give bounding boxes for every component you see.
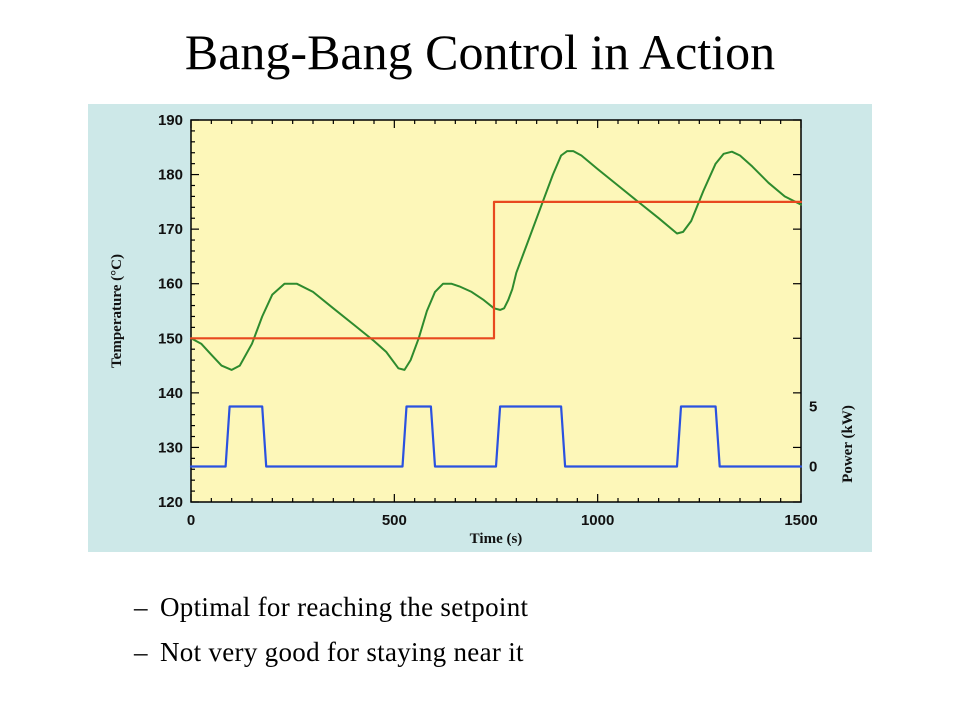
y-tick-label: 150 xyxy=(158,330,183,347)
x-tick-label: 0 xyxy=(187,512,195,529)
slide-title: Bang-Bang Control in Action xyxy=(184,24,776,80)
y2-tick-label: 0 xyxy=(809,459,817,476)
x-tick-label: 1000 xyxy=(581,512,614,529)
bullet-item: – Optimal for reaching the setpoint xyxy=(134,592,934,622)
axis-ticks xyxy=(190,119,802,503)
y-tick-label: 130 xyxy=(158,439,183,456)
tick-labels: 0 500 1000 1500 120 130 140 150 160 170 180 190 0 5 xyxy=(158,112,818,529)
y-tick-label: 160 xyxy=(158,276,183,293)
x-axis-label: Time (s) xyxy=(470,531,523,547)
y2-axis-label: Power (kW) xyxy=(840,405,856,483)
bullet-item: – Not very good for staying near it xyxy=(134,637,934,667)
bullet-marker: – xyxy=(134,637,148,667)
bang-bang-chart: 0 500 1000 1500 120 130 140 150 160 170 180 190 0 5 T… xyxy=(109,112,856,547)
temperature-series-line xyxy=(190,150,802,371)
y-tick-label: 170 xyxy=(158,221,183,238)
x-tick-label: 500 xyxy=(382,512,407,529)
bullet-text: Not very good for staying near it xyxy=(160,637,524,667)
bullet-text: Optimal for reaching the setpoint xyxy=(160,592,529,622)
setpoint-series-line xyxy=(189,200,803,340)
y-tick-label: 120 xyxy=(158,494,183,511)
y-tick-label: 140 xyxy=(158,385,183,402)
plot-area xyxy=(190,119,802,503)
y-axis-label: Temperature (°C) xyxy=(109,254,125,368)
bullet-marker: – xyxy=(134,592,148,622)
bullet-list: – Optimal for reaching the setpoint – Not … xyxy=(134,592,934,682)
power-series-line xyxy=(189,405,803,468)
x-tick-label: 1500 xyxy=(784,512,817,529)
y-tick-label: 180 xyxy=(158,167,183,184)
y-tick-label: 190 xyxy=(158,112,183,129)
y2-tick-label: 5 xyxy=(809,399,817,416)
chart-panel: 0 500 1000 1500 120 130 140 150 160 170 180 190 0 5 T… xyxy=(88,104,872,552)
chart-series xyxy=(189,150,803,468)
